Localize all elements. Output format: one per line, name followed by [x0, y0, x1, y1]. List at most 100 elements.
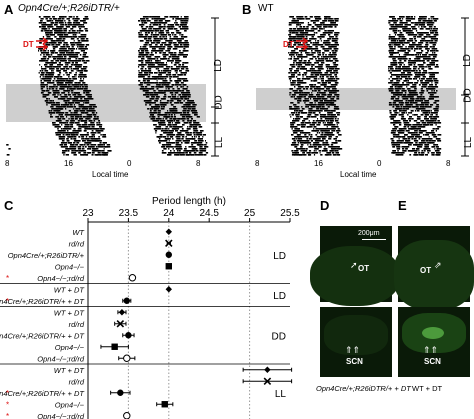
row-label: Opn4Cre/+;R26iDTR/+ + DT [0, 297, 85, 306]
condition-label: DD [272, 331, 286, 342]
tissue-shape [310, 246, 400, 306]
activity-row [41, 68, 189, 70]
data-point [242, 377, 293, 386]
panel-e-letter: E [398, 198, 407, 213]
activity-row [289, 108, 439, 110]
dt-arrows-a [36, 37, 49, 51]
micrograph-e-ot: OT ⇗ [394, 226, 474, 310]
dt-label-b: DT [283, 40, 294, 49]
activity-row [38, 16, 189, 18]
row-label: Opn4−/− [55, 343, 85, 352]
condition-label: LD [273, 251, 286, 262]
activity-row [296, 148, 442, 150]
ot-label: OT [420, 266, 432, 275]
row-label: Opn4−/− [55, 400, 85, 409]
activity-row [40, 78, 188, 80]
row-label: rd/rd [69, 377, 85, 386]
micrograph-e-scn: ⇑⇑ SCN [398, 307, 470, 377]
row-label: WT + DT [54, 285, 86, 294]
activity-row [288, 78, 438, 80]
row-label: Opn4−/−;rd/rd [37, 412, 85, 419]
activity-row [39, 26, 189, 28]
activity-row [57, 118, 193, 120]
data-point [242, 366, 293, 373]
actogram-b-xticks: 8 16 0 8 [255, 159, 465, 171]
data-point [156, 401, 174, 408]
panel-c-letter: C [4, 198, 14, 213]
scale-bar [362, 239, 386, 240]
row-label: rd/rd [69, 320, 85, 329]
data-point [165, 228, 172, 235]
data-point [122, 332, 135, 339]
actogram-a-xticks: 8 16 0 8 [5, 159, 215, 171]
activity-row [288, 44, 436, 46]
activity-row [57, 130, 204, 132]
activity-row [40, 20, 189, 22]
data-point [110, 389, 131, 396]
activity-row [288, 58, 436, 60]
row-label: WT [72, 228, 85, 237]
activity-row [288, 22, 435, 24]
arrow-icon: ➚ [350, 260, 358, 270]
activity-row [291, 128, 440, 130]
cond-ld-a: LD [212, 59, 224, 72]
activity-row [40, 86, 189, 88]
activity-row [58, 136, 204, 138]
activity-row [290, 112, 438, 114]
activity-row [293, 118, 437, 120]
activity-row [58, 138, 203, 140]
scn-signal [422, 327, 444, 339]
arrow-icon: ⇑⇑ [423, 345, 439, 355]
condition-bracket-b [461, 17, 469, 157]
activity-row [291, 138, 441, 140]
activity-row [55, 132, 203, 134]
activity-row [293, 62, 435, 64]
activity-row [61, 140, 206, 142]
panel-b-letter: B [242, 2, 252, 17]
data-point [100, 343, 129, 350]
x-tick: 8 [446, 159, 451, 168]
activity-row [48, 110, 198, 112]
activity-row [55, 134, 206, 136]
arrow-icon: ⇗ [434, 260, 442, 270]
data-point [128, 274, 137, 282]
activity-row [291, 142, 435, 144]
activity-row [288, 24, 434, 26]
activity-row [290, 84, 437, 86]
data-point [122, 297, 132, 304]
arrow-icon: ⇑⇑ [345, 345, 361, 355]
activity-row [292, 18, 439, 20]
activity-row [42, 94, 191, 96]
activity-row [45, 44, 190, 46]
significance-star: * [6, 400, 9, 409]
actogram-a-xlabel: Local time [92, 170, 129, 179]
activity-row [290, 74, 435, 76]
activity-row [60, 146, 209, 148]
activity-row [294, 86, 439, 88]
activity-row [45, 34, 184, 36]
activity-row [40, 18, 189, 20]
activity-row [54, 126, 203, 128]
panel-a-letter: A [4, 2, 14, 17]
activity-row [297, 100, 440, 102]
micrograph-d-ot: 200μm OT ➚ [310, 226, 400, 306]
activity-row [39, 38, 184, 40]
activity-row [290, 56, 437, 58]
activity-row [292, 120, 440, 122]
activity-row [291, 50, 439, 52]
activity-row [289, 106, 440, 108]
activity-row [289, 68, 433, 70]
activity-row [50, 106, 196, 108]
activity-row [288, 34, 439, 36]
ot-label: OT [358, 264, 370, 273]
cond-dd-b: DD [462, 88, 474, 103]
activity-row [40, 82, 184, 84]
data-point [165, 251, 172, 258]
condition-label: LL [275, 389, 287, 400]
activity-row [46, 98, 190, 100]
activity-row [51, 108, 196, 110]
period-chart: 23 23.5 24 24.5 25 25.5 WT rd/rd Opn4Cre/+;R26iD… [0, 208, 300, 419]
x-tick-label: 24.5 [199, 208, 219, 219]
activity-row [40, 58, 180, 60]
row-label: Opn4Cre/+;R26iDTR/+ + DT [0, 331, 85, 340]
